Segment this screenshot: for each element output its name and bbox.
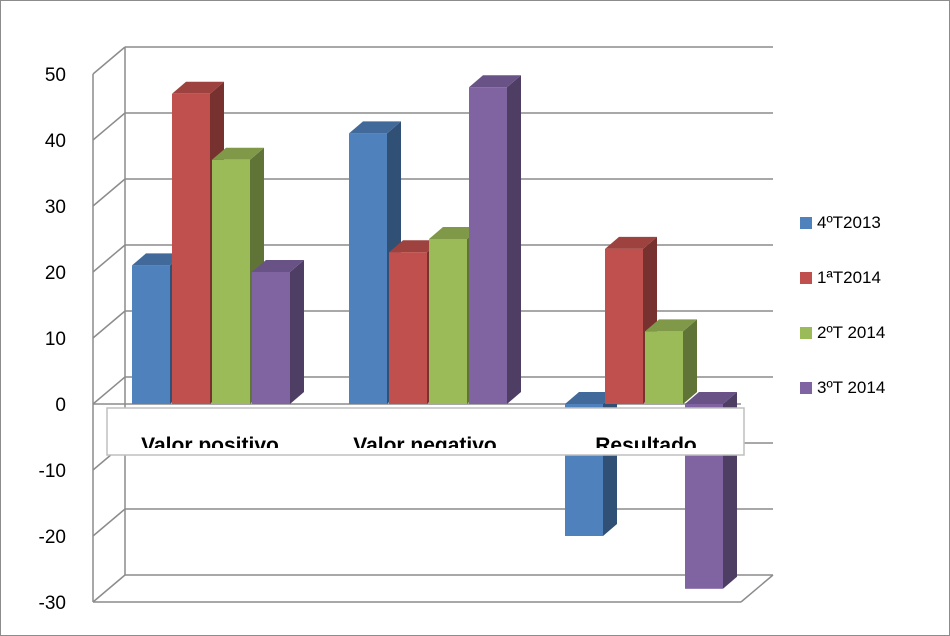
legend-swatch <box>800 382 812 394</box>
bar <box>645 319 697 404</box>
y-tick-label: 30 <box>45 197 66 218</box>
y-tick-label: -30 <box>39 593 66 614</box>
gridline-slant <box>92 574 126 603</box>
legend-label: 2ºT 2014 <box>817 323 885 342</box>
y-tick-label: 50 <box>45 65 66 86</box>
bar-front <box>645 331 683 404</box>
category-label: Valor negativo <box>353 434 497 457</box>
floor-right-edge <box>740 574 774 603</box>
y-tick-label: -10 <box>39 461 66 482</box>
bar <box>252 260 304 404</box>
bar-front <box>469 87 507 404</box>
bar-top <box>565 392 617 404</box>
category-labels: Valor positivo Valor negativo Resultado <box>106 407 745 457</box>
y-tick-label: -20 <box>39 527 66 548</box>
legend-swatch <box>800 327 812 339</box>
legend-swatch <box>800 217 812 229</box>
y-tick-label: 10 <box>45 329 66 350</box>
bar-top <box>172 81 224 94</box>
category-label-box <box>106 407 745 456</box>
bar-top <box>252 260 304 272</box>
bar-top <box>389 240 441 253</box>
legend-label: 4ºT2013 <box>817 213 881 232</box>
bar-side <box>290 260 304 404</box>
legend-label: 1ªT2014 <box>817 268 881 287</box>
gridline-slant <box>92 244 126 273</box>
category-label: Valor positivo <box>141 434 279 457</box>
gridline-slant <box>92 178 126 207</box>
y-tick-label: 20 <box>45 263 66 284</box>
y-tick-label: 0 <box>55 395 66 416</box>
gridline-slant <box>92 112 126 141</box>
bar-top <box>685 392 737 404</box>
bar-front <box>132 265 170 404</box>
bars <box>132 75 737 589</box>
legend: 4ºT2013 1ªT2014 2ºT 2014 3ºT 2014 <box>800 213 885 397</box>
bar-front <box>349 133 387 404</box>
bar-top <box>212 147 264 160</box>
legend-swatch <box>800 272 812 284</box>
bar-front <box>252 272 290 404</box>
bar-front <box>172 93 210 405</box>
bar <box>469 75 521 404</box>
bar-front <box>389 252 427 404</box>
bar-front <box>429 239 467 404</box>
gridline-slant <box>92 376 126 405</box>
bar-top <box>132 253 184 266</box>
category-label: Resultado <box>595 434 697 457</box>
gridline-slant <box>92 46 126 75</box>
legend-label: 3ºT 2014 <box>817 378 885 397</box>
bar-side <box>683 319 697 404</box>
y-tick-label: 40 <box>45 131 66 152</box>
y-axis-ticks: 50 40 30 20 10 0 -10 -20 -30 <box>39 65 66 614</box>
bar-side <box>507 75 521 404</box>
gridline-slant <box>92 310 126 339</box>
bar-top <box>645 319 697 332</box>
bar-top <box>469 75 521 88</box>
bar-front <box>605 248 643 404</box>
bar-top <box>349 121 401 134</box>
bar-front <box>212 159 250 404</box>
gridline-slant <box>92 508 126 537</box>
bar-top <box>605 236 657 249</box>
bar-top <box>429 227 481 239</box>
